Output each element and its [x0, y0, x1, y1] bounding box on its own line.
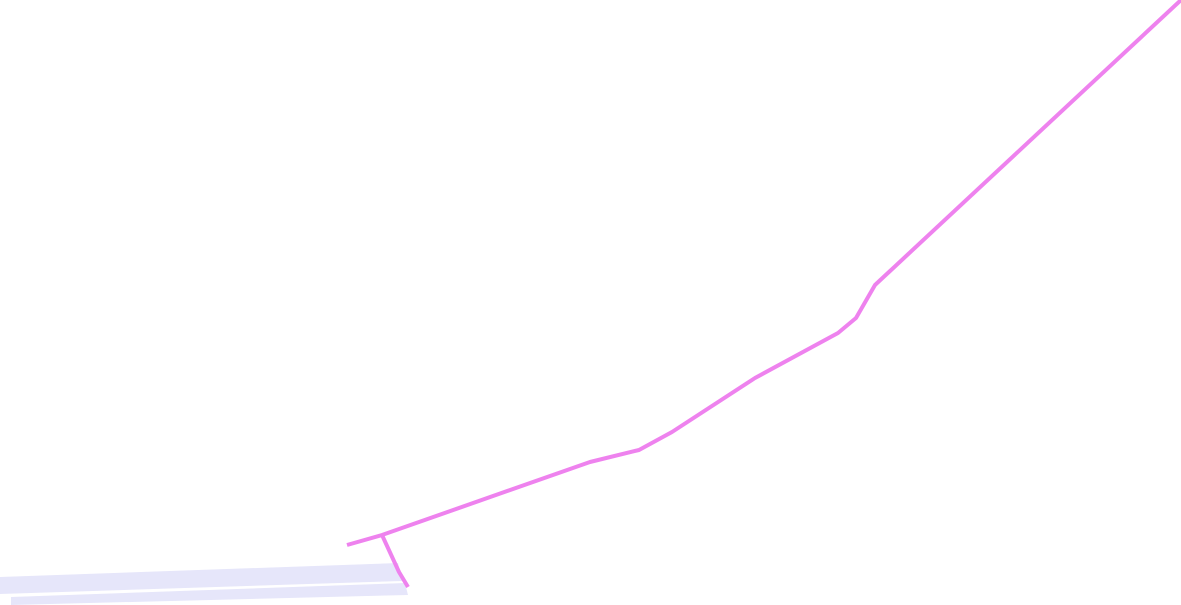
route-line-spur[interactable] [380, 534, 410, 589]
road-band-lower [11, 583, 408, 605]
route-line-main[interactable] [346, 0, 1181, 547]
road-band-upper [0, 563, 402, 594]
